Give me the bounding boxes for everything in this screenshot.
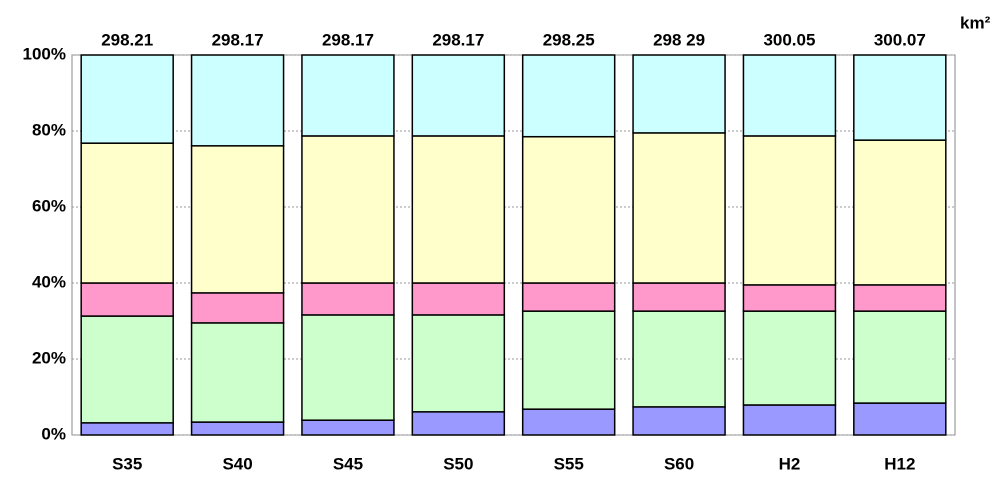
bar-segment (521, 282, 616, 312)
total-label: 300.05 (763, 30, 815, 49)
bar-segment (742, 404, 837, 436)
y-tick-label: 40% (32, 272, 66, 291)
bar-segment (80, 282, 174, 317)
total-label: 300.07 (874, 30, 926, 49)
bar-segment (632, 132, 726, 284)
bar-segment (853, 139, 947, 286)
bar-segment (411, 54, 506, 137)
bar-segment (80, 54, 174, 144)
bar-segment (521, 135, 616, 284)
total-label: 298.17 (322, 30, 374, 49)
total-label: 298.17 (432, 30, 484, 49)
bar-segment (301, 54, 395, 137)
y-tick-label: 0% (41, 424, 66, 443)
bar-segment (411, 282, 506, 316)
bar-segment (301, 282, 395, 316)
unit-label: km² (960, 13, 991, 32)
bar-segment (411, 411, 506, 436)
bar-segment (301, 314, 395, 421)
total-label: 298 29 (653, 30, 705, 49)
bar-segment (742, 284, 837, 312)
bar-segment (521, 408, 616, 436)
bar-segment (853, 310, 947, 404)
bar-segment (190, 292, 285, 324)
bar-segment (411, 314, 506, 413)
total-label: 298.17 (212, 30, 264, 49)
bar-segment (632, 54, 726, 134)
bar-segment (190, 145, 285, 294)
bar-segment (80, 315, 174, 424)
bar-segment (80, 422, 174, 436)
x-tick-label: S60 (664, 454, 694, 473)
bar-segment (853, 54, 947, 141)
bar-segment (411, 135, 506, 284)
bar-segment (632, 282, 726, 312)
total-label: 298.25 (543, 30, 595, 49)
total-label: 298.21 (101, 30, 153, 49)
bar-segment (853, 284, 947, 312)
bar-segment (521, 310, 616, 410)
x-tick-label: H2 (779, 454, 801, 473)
bar-segment (632, 406, 726, 436)
bar-segment (853, 402, 947, 436)
bar-segment (190, 421, 285, 436)
x-tick-label: S40 (222, 454, 252, 473)
bar-segment (190, 322, 285, 423)
bar-segment (301, 135, 395, 284)
bar-segment (190, 54, 285, 147)
bar-segment (301, 419, 395, 436)
bar-segment (632, 310, 726, 408)
bar-segment (742, 135, 837, 286)
y-tick-label: 60% (32, 196, 66, 215)
y-tick-label: 20% (32, 348, 66, 367)
y-tick-label: 100% (23, 44, 66, 63)
x-tick-label: S45 (333, 454, 363, 473)
x-tick-label: S55 (554, 454, 584, 473)
bar-segment (742, 310, 837, 406)
x-tick-label: S35 (112, 454, 142, 473)
y-tick-label: 80% (32, 120, 66, 139)
bar-segment (521, 54, 616, 138)
bar-segment (742, 54, 837, 137)
x-tick-label: S50 (443, 454, 473, 473)
bar-segment (80, 142, 174, 284)
x-tick-label: H12 (884, 454, 915, 473)
